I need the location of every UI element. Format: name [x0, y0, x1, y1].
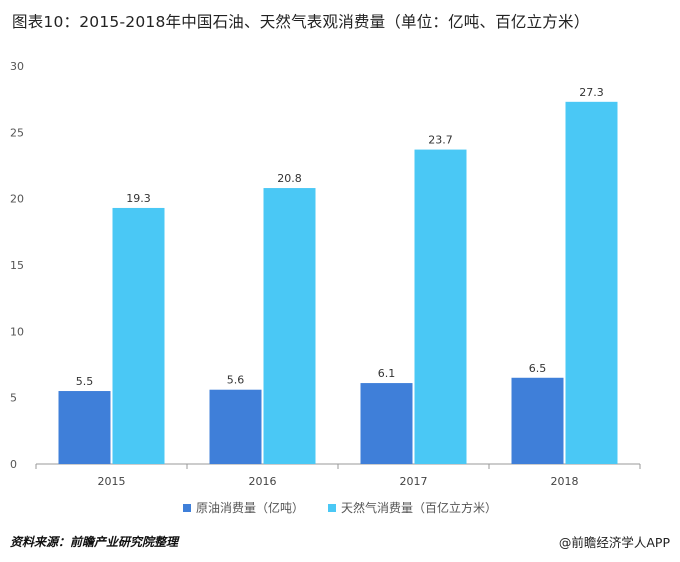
data-label-oil: 6.5: [529, 362, 547, 375]
bar-gas: [263, 188, 316, 464]
footer: 资料来源：前瞻产业研究院整理 @前瞻经济学人APP: [10, 528, 670, 554]
y-tick-label: 10: [10, 325, 24, 338]
x-tick-label: 2017: [400, 475, 428, 488]
y-tick-label: 25: [10, 126, 24, 139]
x-tick-label: 2015: [98, 475, 126, 488]
legend: 原油消费量（亿吨） 天然气消费量（百亿立方米）: [0, 499, 680, 516]
data-label-gas: 27.3: [579, 86, 604, 99]
y-tick-label: 20: [10, 193, 24, 206]
chart-title: 图表10：2015-2018年中国石油、天然气表观消费量（单位：亿吨、百亿立方米…: [12, 13, 590, 31]
x-tick-label: 2016: [249, 475, 277, 488]
bar-oil: [511, 377, 564, 464]
y-tick-label: 15: [10, 259, 24, 272]
legend-item-oil: 原油消费量（亿吨）: [182, 499, 304, 516]
source-note: 资料来源：前瞻产业研究院整理: [10, 534, 179, 549]
data-label-oil: 6.1: [378, 367, 396, 380]
legend-label-gas: 天然气消费量（百亿立方米）: [341, 501, 498, 515]
data-label-gas: 19.3: [126, 192, 151, 205]
data-label-gas: 20.8: [277, 172, 302, 185]
bar-gas: [414, 149, 467, 464]
legend-swatch-oil: [182, 503, 191, 512]
data-label-oil: 5.5: [76, 375, 94, 388]
x-tick-label: 2018: [551, 475, 579, 488]
y-tick-label: 5: [10, 392, 17, 405]
legend-swatch-gas: [328, 503, 336, 512]
data-label-gas: 23.7: [428, 134, 453, 147]
legend-label-oil: 原油消费量（亿吨）: [195, 501, 304, 515]
bar-gas: [112, 207, 165, 464]
bar-chart: 0 5 10 15 20 25 30 5.5 19.3 2015 5.6 20.8 2016 6.1 23.…: [10, 60, 641, 488]
brand-watermark: @前瞻经济学人APP: [558, 534, 670, 550]
legend-item-gas: 天然气消费量（百亿立方米）: [328, 499, 497, 516]
data-label-oil: 5.6: [227, 374, 245, 387]
bar-oil: [209, 389, 262, 464]
y-tick-label: 0: [10, 458, 17, 471]
bar-oil: [360, 383, 413, 464]
bar-oil: [58, 391, 111, 464]
y-tick-label: 30: [10, 60, 24, 73]
bar-gas: [565, 101, 618, 464]
